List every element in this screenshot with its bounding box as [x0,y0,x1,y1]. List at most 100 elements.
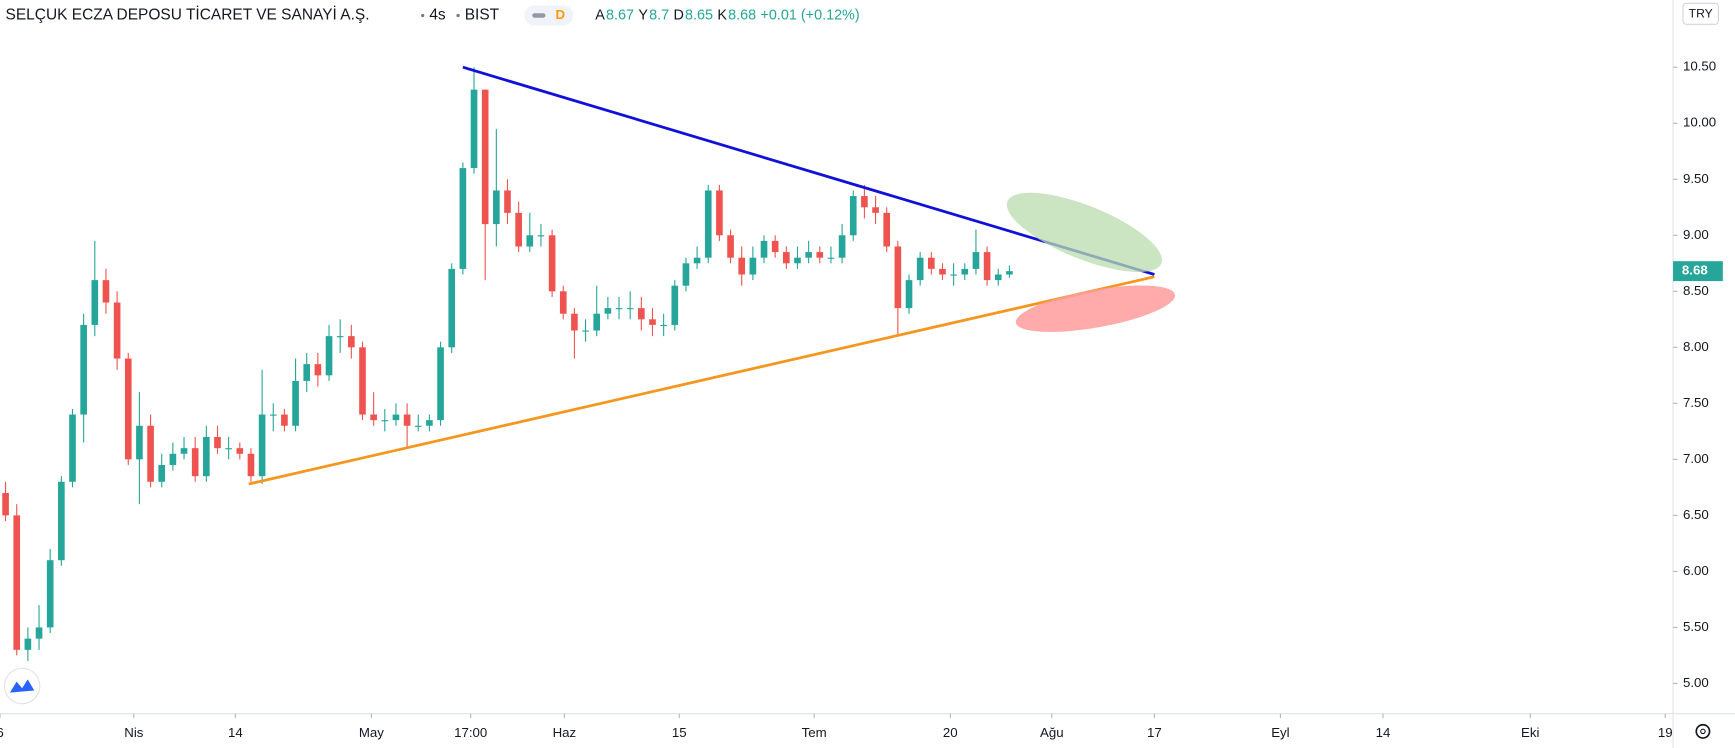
trend-line [248,275,1155,486]
last-price-label: 8.68 [1682,263,1708,278]
separator [456,13,460,18]
y-tick-label: 9.00 [1683,227,1709,242]
candle-body [671,285,679,325]
candle-body [928,257,935,269]
candle-body [448,268,456,348]
candle-body [693,257,701,264]
status-icon [532,13,546,18]
logo[interactable] [3,667,41,705]
y-tick-label: 8.00 [1683,339,1709,354]
candle-body [136,425,143,460]
candle-body [225,448,232,450]
candle-body [604,308,612,314]
ohlc-value: 8.7 [649,7,669,23]
candle-body [1006,271,1013,275]
candle-body [838,235,846,258]
candle-body [292,380,299,426]
x-tick-label: 15 [672,725,687,740]
y-tick-label: 5.50 [1683,619,1709,634]
currency-box[interactable] [1682,2,1719,25]
y-tick-label: 6.50 [1683,507,1709,522]
exchange: BIST [465,7,500,24]
x-tick-label: Eki [1521,725,1539,740]
interval[interactable]: 4s [429,7,446,24]
ohlc-label: D [674,7,684,23]
currency: TRY [1689,7,1713,21]
candle-body [24,638,32,650]
candle-body [504,190,511,213]
candle-body [69,414,76,482]
candle-body [526,235,534,247]
candle-body [191,448,199,477]
x-tick-label: 17:00 [454,725,487,740]
candle-body [348,336,355,348]
candle-body [236,448,244,454]
candle-body [102,280,110,303]
candle-body [794,257,801,264]
candle-body [894,246,902,309]
candle-body [493,190,500,225]
candle-body [582,330,589,332]
y-tick-label: 10.00 [1683,115,1716,130]
settings-icon[interactable] [1695,723,1711,739]
candle-body [370,414,377,421]
candle-body [403,414,411,426]
candle-body [2,492,9,516]
candle-body [649,319,656,325]
candle-body [91,280,99,325]
status-pill[interactable] [524,5,574,26]
x-tick-label: Ağu [1040,725,1064,740]
x-tick-label: Haz [553,725,577,740]
trend-line [462,65,1155,276]
candle-body [738,257,746,275]
candle-body [336,336,344,338]
candle-body [325,336,333,376]
candle-body [983,252,991,281]
candle-body [515,212,522,247]
gear-center [1700,728,1706,735]
candle-body [961,268,969,275]
candle-body [626,308,634,310]
candle-body [994,274,1002,281]
candle-body [158,464,166,482]
candle-body [437,347,444,421]
ohlc-value: 8.65 [685,7,713,23]
target-zone [1006,192,1162,273]
header: SELÇUK ECZA DEPOSU TİCARET VE SANAYİ A.Ş… [6,5,860,26]
y-tick-label: 7.00 [1683,451,1709,466]
x-tick-label: Tem [802,725,827,740]
candle-body [392,414,400,421]
last-price-box [1673,261,1723,282]
candle-body [113,302,121,359]
x-tick-label: 6 [0,725,4,740]
y-tick-label: 5.00 [1683,675,1709,690]
ohlc-label: A [595,7,605,23]
candle-body [716,190,723,236]
separator [421,13,425,18]
candle-body [849,196,857,236]
candle-body [124,358,132,460]
x-tick-label: 19 [1658,725,1673,740]
candle-body [548,235,556,292]
candle-body [359,347,366,415]
x-tick-label: May [359,725,384,740]
delay-badge: D [555,7,565,22]
candle-body [704,190,712,258]
logo-icon [9,679,35,693]
candle-body [180,448,188,454]
ohlc-value: 8.68 [728,7,756,23]
candle-body [481,89,489,225]
candle-body [169,453,177,465]
candle-body [783,252,790,264]
candle-body [905,280,913,309]
candle-body [939,268,946,275]
x-tick-label: 17 [1147,725,1162,740]
candle-body [35,627,43,639]
plot [2,65,1155,662]
candle-body [872,207,879,213]
candle-body [426,420,433,426]
candle-body [470,89,478,169]
candle-body [660,324,667,327]
